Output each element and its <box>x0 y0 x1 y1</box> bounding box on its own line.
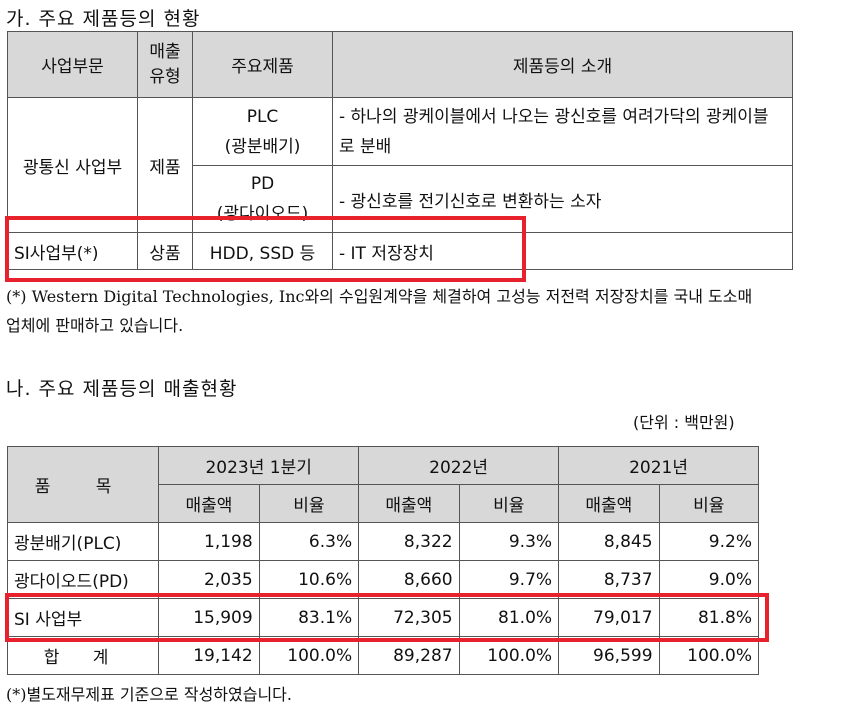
header-period-2021: 2021년 <box>558 446 759 485</box>
header-main-product: 주요제품 <box>192 31 333 98</box>
cell-value: 89,287 <box>358 636 460 675</box>
header-ratio-2021: 비율 <box>658 484 760 523</box>
product-pd: PD (광다이오드) <box>192 165 333 233</box>
cell-value: 1,198 <box>158 522 260 561</box>
cell-value: 8,322 <box>358 522 460 561</box>
table-row-total: 합 계 19,142 100.0% 89,287 100.0% 96,599 1… <box>6 636 760 675</box>
type-optical: 제품 <box>137 97 193 233</box>
division-si: SI사업부(*) <box>7 232 138 270</box>
header-sales-2022: 매출액 <box>358 484 460 523</box>
division-optical: 광통신 사업부 <box>7 97 138 233</box>
header-sales-2021: 매출액 <box>558 484 660 523</box>
cell-value: 19,142 <box>158 636 260 675</box>
cell-value: 9.7% <box>458 560 560 599</box>
header-ratio-2023q1: 비율 <box>258 484 360 523</box>
desc-plc: - 하나의 광케이블에서 나오는 광신호를 여려가닥의 광케이블로 분배 <box>332 97 793 166</box>
table-row: 광다이오드(PD) 2,035 10.6% 8,660 9.7% 8,737 9… <box>6 560 760 599</box>
cell-value: 96,599 <box>558 636 660 675</box>
section-b-note: (*)별도재무제표 기준으로 작성하였습니다. <box>6 685 292 704</box>
desc-si: - IT 저장장치 <box>332 232 793 270</box>
cell-value: 81.0% <box>458 598 560 637</box>
cell-value: 2,035 <box>158 560 260 599</box>
table-row: SI 사업부 15,909 83.1% 72,305 81.0% 79,017 … <box>6 598 760 637</box>
header-product-intro: 제품등의 소개 <box>332 31 793 98</box>
desc-pd: - 광신호를 전기신호로 변환하는 소자 <box>332 165 793 233</box>
header-sales-type: 매출 유형 <box>137 31 193 98</box>
header-division: 사업부문 <box>7 31 138 98</box>
cell-value: 72,305 <box>358 598 460 637</box>
cell-value: 6.3% <box>258 522 360 561</box>
product-si: HDD, SSD 등 <box>192 232 333 270</box>
header-ratio-2022: 비율 <box>458 484 560 523</box>
header-item-label: 품 목 <box>34 477 132 497</box>
cell-value: 100.0% <box>458 636 560 675</box>
header-item: 품 목 <box>6 446 160 523</box>
cell-value: 100.0% <box>658 636 760 675</box>
section-b-title: 나. 주요 제품등의 매출현황 <box>6 378 238 400</box>
row-name: 광분배기(PLC) <box>6 522 160 561</box>
cell-value: 10.6% <box>258 560 360 599</box>
cell-value: 9.3% <box>458 522 560 561</box>
cell-value: 83.1% <box>258 598 360 637</box>
header-sales-2023q1: 매출액 <box>158 484 260 523</box>
cell-value: 9.0% <box>658 560 760 599</box>
cell-value: 81.8% <box>658 598 760 637</box>
total-label: 합 계 <box>43 648 123 668</box>
row-name: 합 계 <box>6 636 160 675</box>
section-a-note: (*) Western Digital Technologies, Inc와의 … <box>6 287 753 335</box>
cell-value: 8,845 <box>558 522 660 561</box>
sales-table: 품 목 2023년 1분기 2022년 2021년 매출액 비율 매출액 비율 … <box>6 446 760 675</box>
product-plc: PLC (광분배기) <box>192 97 333 166</box>
section-a-title: 가. 주요 제품등의 현황 <box>6 8 201 30</box>
cell-value: 79,017 <box>558 598 660 637</box>
row-name: SI 사업부 <box>6 598 160 637</box>
header-period-2022: 2022년 <box>358 446 560 485</box>
type-si: 상품 <box>137 232 193 270</box>
products-table: 사업부문 매출 유형 주요제품 제품등의 소개 광통신 사업부 제품 PLC (… <box>7 31 793 270</box>
row-name: 광다이오드(PD) <box>6 560 160 599</box>
cell-value: 100.0% <box>258 636 360 675</box>
unit-label: (단위 : 백만원) <box>633 413 735 432</box>
cell-value: 15,909 <box>158 598 260 637</box>
cell-value: 8,660 <box>358 560 460 599</box>
table-row: 광분배기(PLC) 1,198 6.3% 8,322 9.3% 8,845 9.… <box>6 522 760 561</box>
cell-value: 9.2% <box>658 522 760 561</box>
header-period-2023q1: 2023년 1분기 <box>158 446 360 485</box>
cell-value: 8,737 <box>558 560 660 599</box>
